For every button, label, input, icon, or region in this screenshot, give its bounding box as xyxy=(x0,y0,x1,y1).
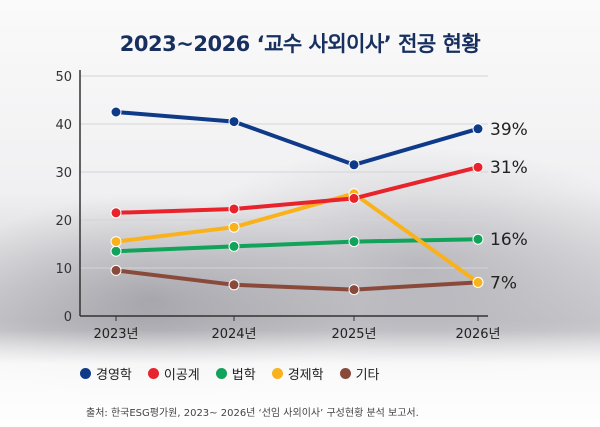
end-value-label: 39% xyxy=(490,120,528,140)
data-point xyxy=(348,159,360,171)
legend-dot-icon xyxy=(339,368,351,379)
x-tick-label: 2026년 xyxy=(455,327,500,342)
data-point xyxy=(110,245,122,257)
end-value-label: 16% xyxy=(490,230,528,250)
legend-item: 기타 xyxy=(339,364,380,383)
series-line xyxy=(115,110,479,167)
source-note: 출처: 한국ESG평가원, 2023~ 2026년 ‘선임 사외이사’ 구성현황… xyxy=(86,408,419,419)
data-point xyxy=(228,279,240,291)
y-tick-label: 0 xyxy=(64,310,72,325)
y-tick-label: 50 xyxy=(55,70,72,85)
end-labels: 7% 16% 31% 39% xyxy=(490,120,528,294)
data-point xyxy=(348,284,360,296)
legend-item: 경영학 xyxy=(80,364,132,383)
y-tick-label: 10 xyxy=(55,262,72,277)
legend-dot-icon xyxy=(80,368,91,379)
data-point xyxy=(110,236,122,248)
data-point xyxy=(110,264,122,276)
data-point xyxy=(228,116,240,128)
series-line xyxy=(115,268,479,292)
data-point xyxy=(472,123,484,135)
data-point xyxy=(472,161,484,173)
legend-dot-icon xyxy=(271,368,283,379)
data-point xyxy=(228,203,240,215)
legend-dot-icon xyxy=(147,368,159,379)
x-tick-label: 2024년 xyxy=(211,327,256,342)
y-tick-label: 40 xyxy=(55,118,72,133)
series-line xyxy=(115,191,480,285)
legend-label: 경영학 xyxy=(96,368,132,383)
legend-label: 기타 xyxy=(355,368,380,383)
data-point xyxy=(110,106,122,118)
chart-title: 2023~2026 ‘교수 사외이사’ 전공 현황 xyxy=(119,32,481,56)
legend-label: 이공계 xyxy=(163,368,200,383)
axes: 0 10 20 30 40 50 2023년 2024년 2025년 2026년 xyxy=(55,70,501,342)
legend-label: 경제학 xyxy=(287,368,324,383)
legend-item: 경제학 xyxy=(271,364,324,383)
data-point xyxy=(472,233,484,245)
x-tick-label: 2023년 xyxy=(93,327,138,342)
data-point xyxy=(472,276,484,288)
data-point xyxy=(348,236,360,248)
y-tick-label: 30 xyxy=(55,166,72,181)
end-value-label: 7% xyxy=(490,273,517,293)
grid xyxy=(80,75,488,269)
data-point xyxy=(348,192,360,204)
data-point xyxy=(228,221,240,233)
legend-item: 법학 xyxy=(215,364,256,383)
series-line xyxy=(115,165,479,215)
data-point xyxy=(228,240,240,252)
x-tick-label: 2025년 xyxy=(331,327,376,342)
series-group xyxy=(110,106,484,296)
legend-item: 이공계 xyxy=(147,364,200,383)
end-value-label: 31% xyxy=(490,158,528,178)
y-tick-label: 20 xyxy=(55,214,72,229)
legend-dot-icon xyxy=(215,368,227,379)
legend: 경영학 이공계 법학 경제학 기타 xyxy=(80,364,380,383)
data-point xyxy=(110,207,122,219)
legend-label: 법학 xyxy=(231,368,256,383)
